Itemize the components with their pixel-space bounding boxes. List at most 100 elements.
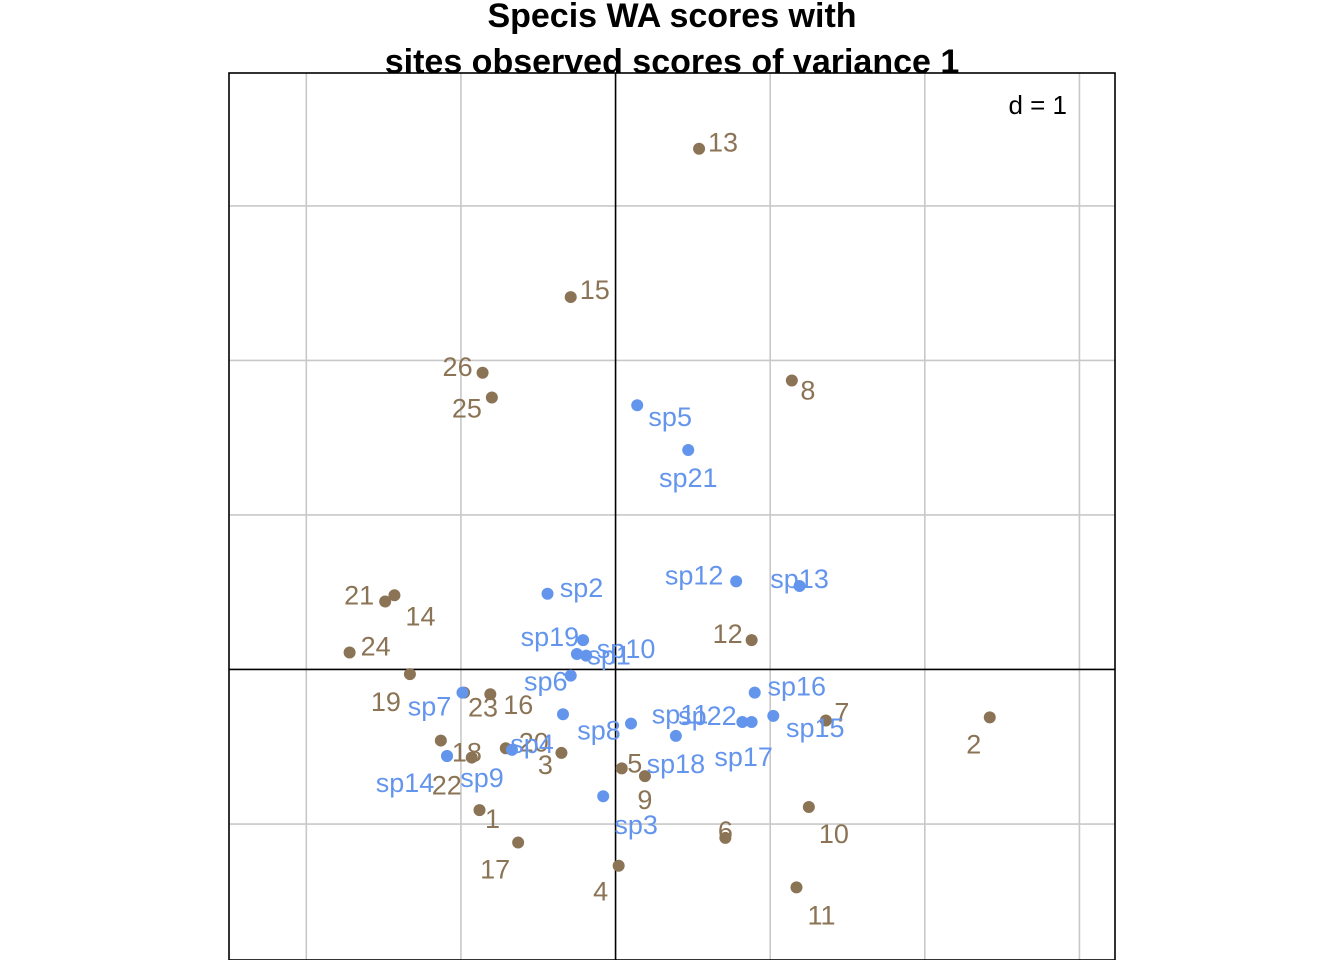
site-point-8 — [785, 374, 798, 387]
site-label-4: 4 — [593, 877, 608, 907]
site-label-14: 14 — [405, 601, 435, 631]
site-point-26 — [476, 366, 489, 379]
species-point-sp18 — [669, 729, 682, 742]
site-point-25 — [485, 391, 498, 404]
point-labels: 1234567891011121314151617181920212223242… — [344, 128, 981, 931]
species-label-sp9: sp9 — [460, 763, 504, 793]
species-point-sp12 — [730, 575, 743, 588]
site-label-12: 12 — [713, 619, 743, 649]
site-label-20: 20 — [519, 727, 549, 757]
site-label-6: 6 — [718, 816, 733, 846]
species-label-sp8: sp8 — [577, 715, 621, 745]
species-label-sp22: sp22 — [678, 701, 737, 731]
site-label-17: 17 — [480, 855, 510, 885]
site-label-10: 10 — [819, 819, 849, 849]
site-point-10 — [802, 801, 815, 814]
species-point-sp7 — [456, 686, 469, 699]
species-point-sp2 — [541, 587, 554, 600]
site-label-5: 5 — [627, 748, 642, 778]
species-label-sp19: sp19 — [521, 622, 580, 652]
site-point-4 — [612, 859, 625, 872]
site-label-23: 23 — [468, 693, 498, 723]
chart-title: Specis WA scores with sites observed sco… — [385, 0, 960, 81]
site-point-11 — [790, 881, 803, 894]
species-label-sp4: sp4 — [510, 729, 554, 759]
species-point-sp19 — [570, 648, 583, 661]
species-point-sp22 — [736, 716, 749, 729]
species-label-sp13: sp13 — [770, 564, 829, 594]
site-point-9 — [638, 770, 651, 783]
site-label-26: 26 — [443, 352, 473, 382]
species-label-sp21: sp21 — [659, 463, 718, 493]
site-point-13 — [693, 142, 706, 155]
species-label-sp5: sp5 — [648, 402, 692, 432]
species-label-sp14: sp14 — [376, 768, 435, 798]
species-point-sp5 — [631, 399, 644, 412]
species-point-sp6 — [564, 669, 577, 682]
site-point-21 — [379, 595, 392, 608]
grid-scale-label: d = 1 — [1008, 90, 1067, 120]
points — [343, 142, 996, 894]
site-label-19: 19 — [371, 687, 401, 717]
site-label-18: 18 — [452, 738, 482, 768]
species-label-sp12: sp12 — [665, 560, 724, 590]
site-point-18 — [434, 734, 447, 747]
site-label-15: 15 — [580, 275, 610, 305]
species-label-sp11: sp11 — [652, 700, 709, 730]
species-label-sp17: sp17 — [714, 742, 773, 772]
site-point-16 — [484, 688, 497, 701]
site-point-3 — [555, 746, 568, 759]
site-point-6 — [719, 831, 732, 844]
site-point-12 — [745, 634, 758, 647]
site-point-1 — [473, 804, 486, 817]
site-label-21: 21 — [344, 580, 374, 610]
site-label-11: 11 — [807, 900, 835, 930]
site-label-7: 7 — [834, 697, 849, 727]
species-label-sp7: sp7 — [408, 692, 452, 722]
chart-title-line-1: Specis WA scores with — [487, 0, 856, 35]
site-point-7 — [819, 714, 832, 727]
species-point-sp4 — [505, 743, 518, 756]
species-point-sp8 — [556, 708, 569, 721]
species-label-sp3: sp3 — [614, 810, 658, 840]
site-label-13: 13 — [708, 128, 738, 158]
species-point-sp16 — [748, 686, 761, 699]
site-point-24 — [343, 646, 356, 659]
grid-lines — [229, 73, 1115, 960]
origin-axes — [229, 73, 1115, 960]
species-label-sp2: sp2 — [560, 573, 604, 603]
site-label-1: 1 — [485, 804, 500, 834]
species-label-sp16: sp16 — [767, 672, 826, 702]
species-label-sp1: sp1 — [587, 641, 631, 671]
site-label-24: 24 — [361, 631, 391, 661]
species-label-sp15: sp15 — [786, 713, 845, 743]
site-point-14 — [388, 589, 401, 602]
species-point-sp11 — [625, 717, 638, 730]
site-point-17 — [512, 836, 525, 849]
chart-title-line-2: sites observed scores of variance 1 — [385, 43, 960, 81]
site-label-16: 16 — [503, 690, 533, 720]
species-point-sp3 — [597, 790, 610, 803]
species-label-sp6: sp6 — [524, 667, 568, 697]
species-point-sp21 — [682, 444, 695, 457]
site-point-22 — [465, 751, 478, 764]
site-point-15 — [564, 291, 577, 304]
site-label-25: 25 — [452, 394, 482, 424]
site-point-5 — [615, 762, 628, 775]
species-point-sp15 — [767, 709, 780, 722]
species-point-sp1 — [580, 649, 593, 662]
site-label-9: 9 — [637, 785, 652, 815]
site-label-22: 22 — [432, 771, 462, 801]
species-point-sp17 — [745, 716, 758, 729]
site-label-8: 8 — [800, 376, 815, 406]
site-point-2 — [983, 711, 996, 724]
species-point-sp10 — [577, 634, 590, 647]
species-point-sp13 — [793, 580, 806, 593]
species-label-sp18: sp18 — [647, 749, 706, 779]
species-point-sp14 — [441, 750, 454, 763]
site-label-3: 3 — [538, 750, 553, 780]
site-label-2: 2 — [966, 729, 981, 759]
species-label-sp10: sp10 — [597, 634, 656, 664]
plot-frame — [228, 72, 1116, 960]
